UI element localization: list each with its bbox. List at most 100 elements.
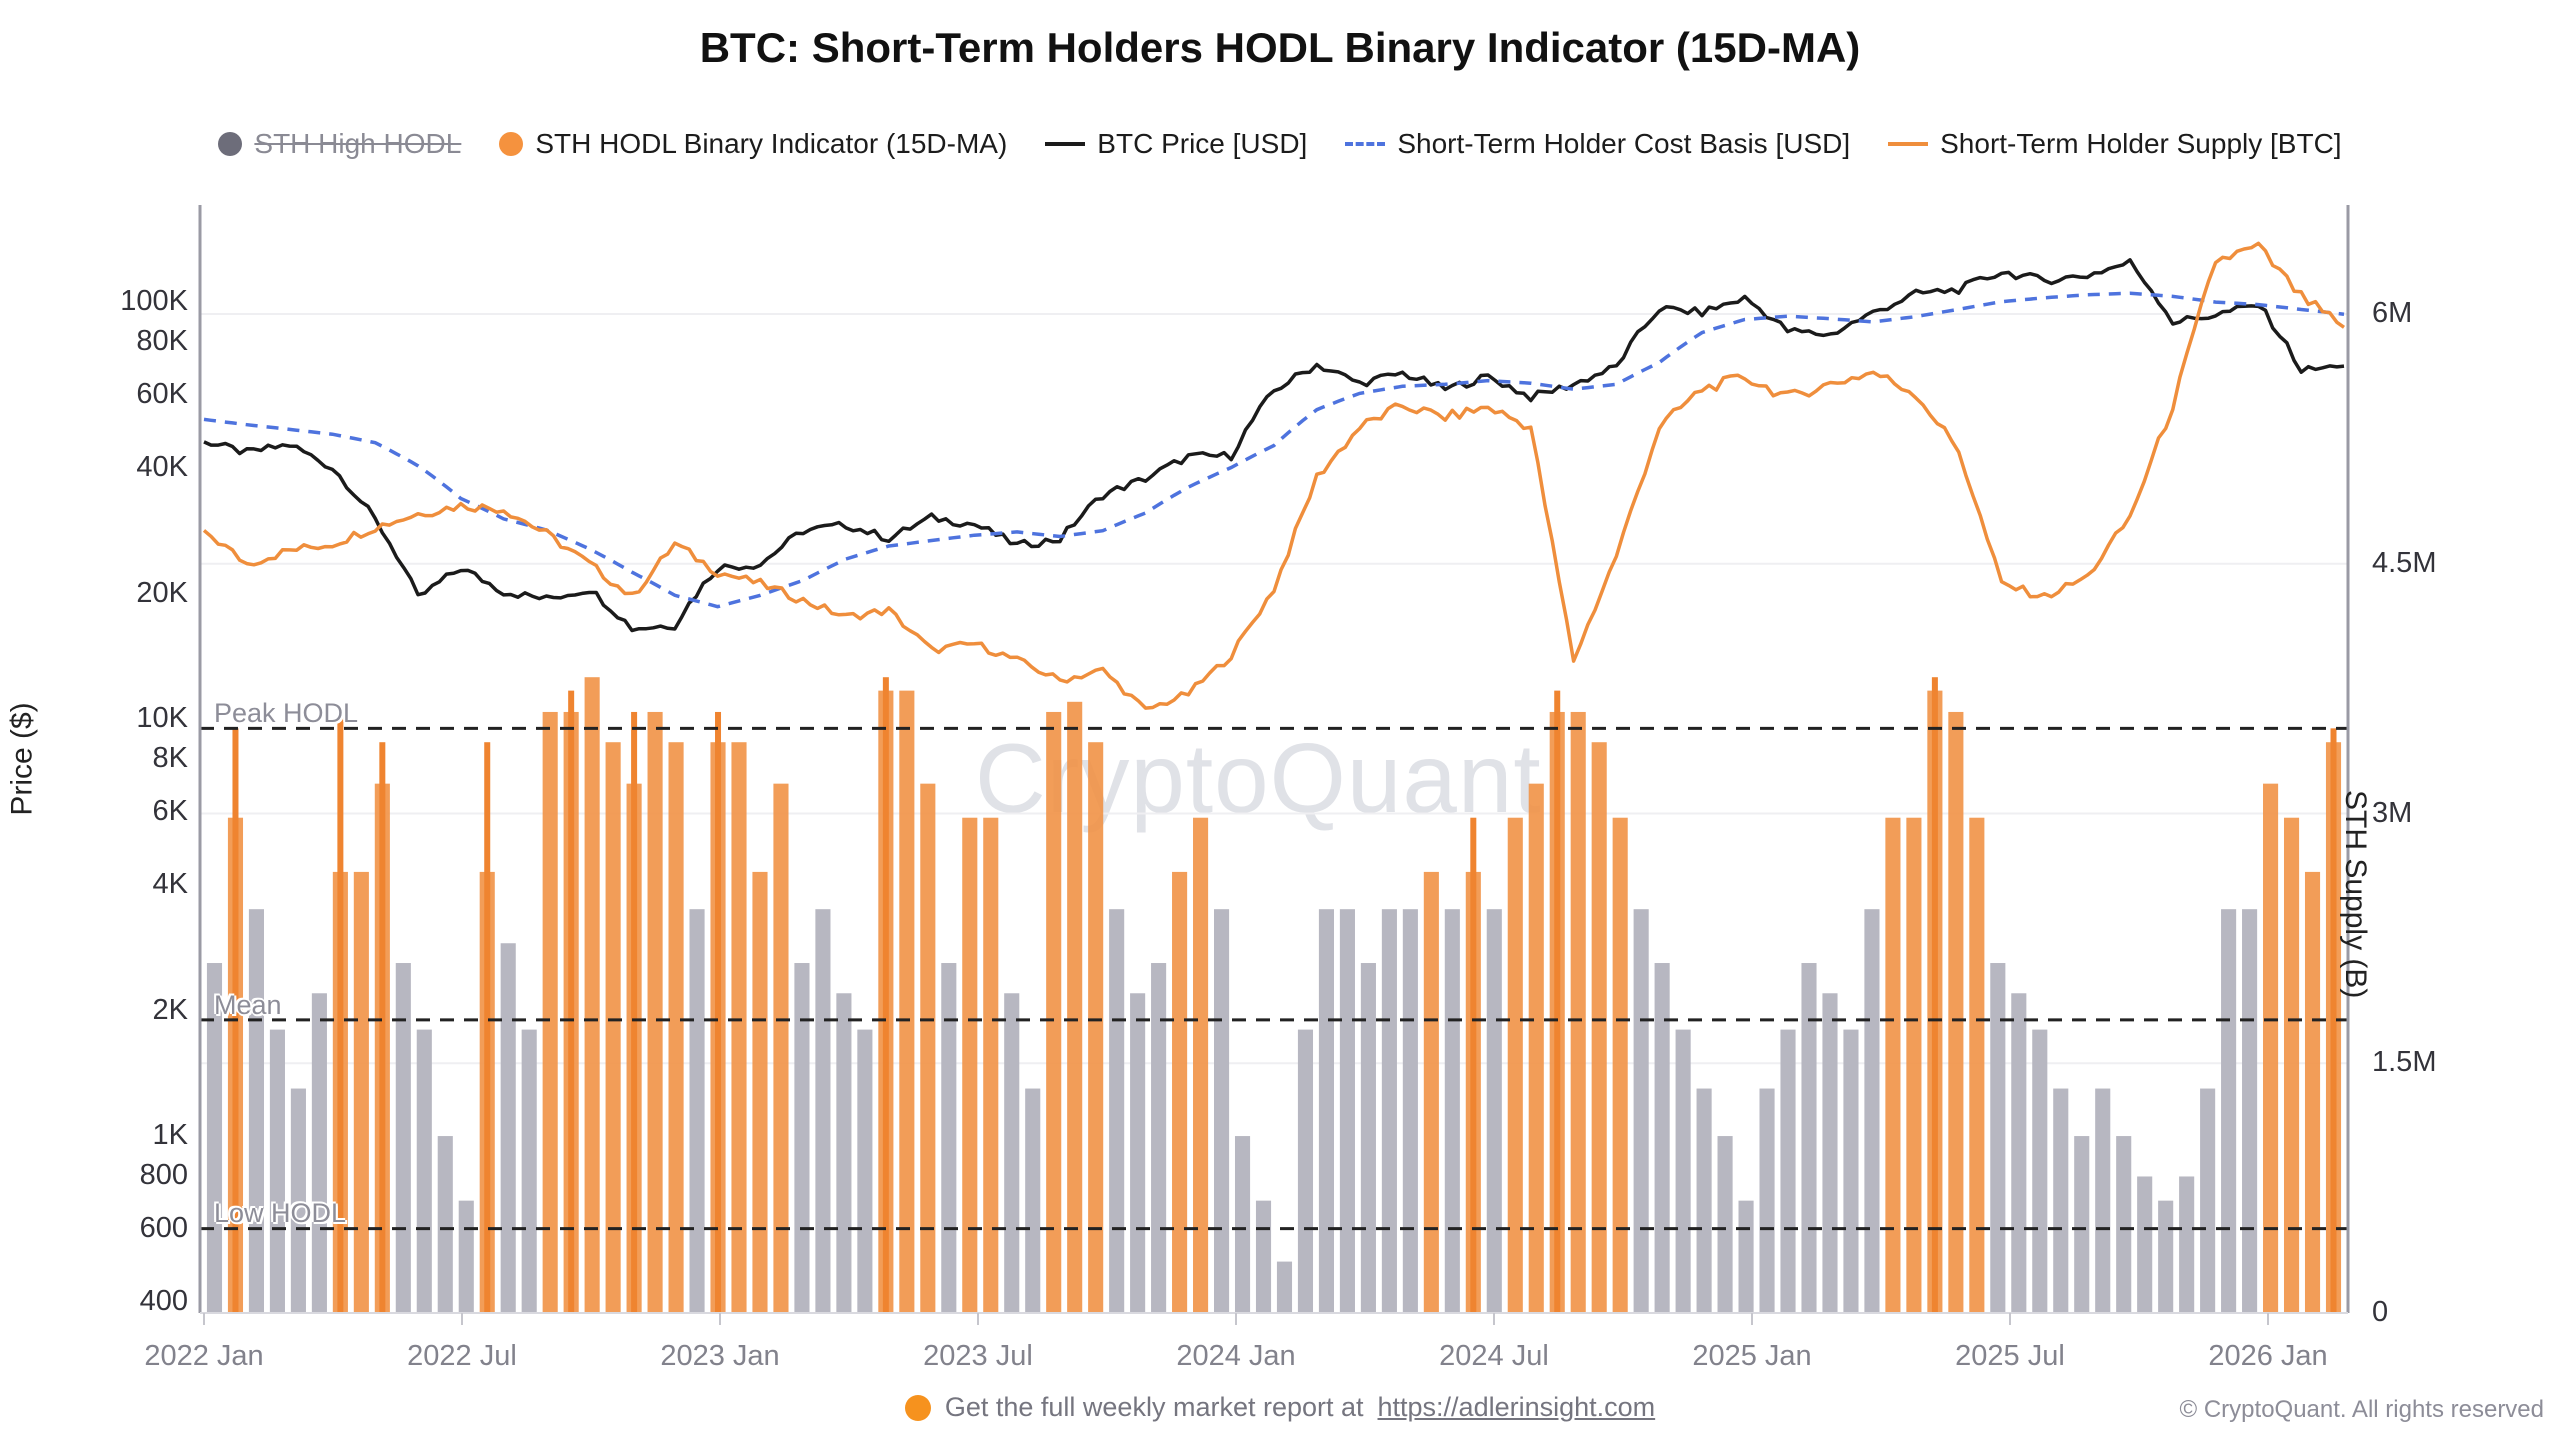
y-axis-tick-label: 1K [152,1119,188,1152]
hodl-binary-spike [484,742,491,1313]
hodl-binary-bar [1591,742,1607,1313]
sth-supply-line [202,241,2346,710]
sth-high-hodl-bar [500,943,516,1313]
sth-high-hodl-bar [311,993,327,1313]
sth-high-hodl-bar [794,963,810,1313]
hodl-binary-bar [2304,871,2321,1313]
hodl-binary-bar [1969,817,1985,1313]
sth-high-hodl-bar [1234,1136,1251,1313]
x-axis-tick-label: 2024 Jul [1439,1340,1549,1372]
hodl-binary-bar [962,817,978,1313]
sth-high-hodl-bar [2179,1176,2195,1313]
sth-high-hodl-bar [2053,1088,2069,1313]
peak-hodl-annotation: Peak HODL [214,698,359,728]
sth-high-hodl-bar [2158,1200,2174,1313]
sth-high-hodl-bar [1339,909,1355,1313]
blue-dashed-line-icon [1345,142,1386,146]
sth-high-hodl-bar [1213,909,1230,1313]
y-axis-tick-label: 4K [152,868,188,900]
sth-high-hodl-bar [521,1029,537,1313]
x-axis-tick-label: 2023 Jan [660,1340,780,1372]
hodl-binary-spike [715,711,722,1313]
copyright-text: © CryptoQuant. All rights reserved [2179,1396,2545,1423]
sth-high-hodl-bar [2074,1136,2090,1313]
hodl-binary-bar [773,783,789,1313]
sth-high-hodl-bar [1822,993,1838,1313]
black-line-icon [1045,142,1086,146]
hodl-binary-bar [353,871,369,1313]
sth-high-hodl-bar [206,963,223,1313]
orange-dot-icon [499,132,524,156]
btc-price-line [203,258,2345,633]
hodl-binary-bar [1193,817,1209,1313]
y-axis-tick-label: 8K [152,742,188,775]
y-axis-tick-label: 20K [136,576,188,609]
sth-high-hodl-bar [1990,963,2006,1313]
sth-high-hodl-bar [1004,993,1020,1313]
sth-high-hodl-bar [1654,963,1670,1313]
legend-item-sth-high-hodl[interactable]: STH High HODL [218,128,461,160]
sth-high-hodl-bar [248,909,265,1313]
hodl-binary-bar [1507,817,1523,1313]
sth-high-hodl-bar [1255,1200,1272,1313]
legend-item-btc-price[interactable]: BTC Price [USD] [1045,128,1307,160]
hodl-binary-bar [1570,711,1586,1313]
x-axis-tick-label: 2022 Jan [144,1340,264,1372]
hodl-binary-bar [1046,711,1062,1313]
sth-high-hodl-bar [2242,909,2258,1313]
hodl-binary-bar [1528,783,1544,1313]
sth-high-hodl-bar [1864,909,1880,1313]
sth-high-hodl-bar [1444,909,1460,1313]
sth-high-hodl-bar [689,909,705,1313]
sth-high-hodl-bar [1151,963,1167,1313]
y-axis-tick-label: 6K [152,794,188,827]
page-title: BTC: Short-Term Holders HODL Binary Indi… [699,24,1861,71]
right-axis-tick-label: 6M [2372,297,2413,329]
sth-high-hodl-bar [941,963,957,1313]
sth-high-hodl-bar [2221,909,2237,1313]
hodl-binary-bar [1423,871,1439,1313]
hodl-binary-spike [1470,817,1477,1313]
legend-item-hodl-binary[interactable]: STH HODL Binary Indicator (15D-MA) [499,128,1007,160]
orange-dot-icon [904,1394,931,1421]
y-axis-tick-label: 40K [136,451,188,483]
sth-high-hodl-bar [1025,1088,1041,1313]
sth-high-hodl-bar [1696,1088,1712,1313]
legend-item-cost-basis[interactable]: Short-Term Holder Cost Basis [USD] [1345,128,1850,160]
hodl-binary-bar [1612,817,1628,1313]
footer-note: Get the full weekly market report at htt… [0,1392,2560,1423]
hodl-binary-bar [647,711,663,1313]
hodl-binary-bar [1067,701,1083,1313]
gray-dot-icon [218,132,243,156]
sth-high-hodl-bar [1486,909,1502,1313]
sth-high-hodl-bar [2032,1029,2048,1313]
x-axis-tick-label: 2024 Jan [1176,1340,1296,1372]
y-axis-tick-label: 60K [136,377,188,410]
sth-high-hodl-bar [1675,1029,1691,1313]
sth-high-hodl-bar [2200,1088,2216,1313]
sth-high-hodl-bar [1402,909,1418,1313]
hodl-binary-spike [379,742,386,1313]
hodl-binary-bar [668,742,684,1313]
chart-legend: STH High HODL STH HODL Binary Indicator … [0,128,2560,160]
right-axis-tick-label: 4.5M [2372,546,2437,579]
sth-high-hodl-bar [1843,1029,1859,1313]
sth-high-hodl-bar [1130,993,1146,1313]
sth-high-hodl-bar [2116,1136,2132,1313]
hodl-binary-bar [542,711,558,1313]
cost-basis-line [203,291,2345,609]
hodl-binary-bar [1948,711,1964,1313]
sth-high-hodl-bar [815,909,831,1313]
legend-label: Short-Term Holder Cost Basis [USD] [1397,128,1851,159]
legend-label: Short-Term Holder Supply [BTC] [1940,128,2342,159]
y-axis-tick-label: 400 [139,1285,188,1317]
sth-high-hodl-bar [1717,1136,1733,1313]
report-link[interactable]: https://adlerinsight.com [1377,1392,1656,1422]
legend-item-sth-supply[interactable]: Short-Term Holder Supply [BTC] [1888,128,2342,160]
sth-high-hodl-bar [1801,963,1817,1313]
sth-high-hodl-bar [1738,1200,1754,1313]
hodl-binary-bar [752,871,768,1313]
sth-high-hodl-bar [290,1088,306,1313]
hodl-binary-spike [568,690,575,1313]
